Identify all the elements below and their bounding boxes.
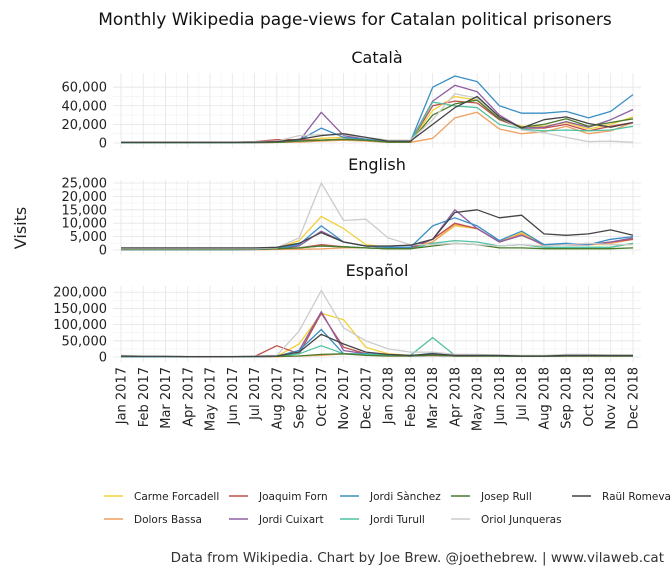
x-axis: Jan 2017 Feb 2017 Mar 2017 Apr 2017 May 2017… bbox=[115, 367, 642, 431]
x-tick-label: Apr 2017 bbox=[181, 367, 196, 427]
x-tick-label: May 2018 bbox=[471, 367, 486, 431]
panel-title: Español bbox=[346, 261, 409, 280]
legend-label: Jordi Sànchez bbox=[369, 491, 441, 503]
x-tick-label: Jul 2018 bbox=[515, 367, 530, 421]
y-axis-label: Visits bbox=[11, 207, 30, 249]
x-tick-label: Dec 2017 bbox=[359, 367, 374, 429]
x-tick-label: Nov 2018 bbox=[604, 367, 619, 430]
x-tick-label: Aug 2018 bbox=[537, 367, 552, 430]
legend-label: Raül Romeva bbox=[602, 491, 671, 503]
series-line-raul-romeva bbox=[121, 95, 634, 143]
x-tick-label: Dec 2018 bbox=[627, 367, 642, 429]
y-tick-label: 20,000 bbox=[62, 190, 108, 205]
x-tick-label: Nov 2017 bbox=[337, 367, 352, 430]
legend-item-raul-romeva: Raül Romeva bbox=[572, 491, 671, 503]
legend-item-jordi-cuixart: Jordi Cuixart bbox=[229, 514, 324, 526]
x-tick-label: Jan 2018 bbox=[382, 367, 397, 425]
y-tick-label: 0 bbox=[99, 244, 107, 259]
x-tick-label: Jan 2017 bbox=[115, 367, 130, 425]
x-tick-label: Feb 2017 bbox=[137, 367, 152, 427]
x-tick-label: Jun 2018 bbox=[493, 367, 508, 426]
x-tick-label: Oct 2017 bbox=[315, 367, 330, 427]
legend-label: Jordi Turull bbox=[369, 514, 425, 526]
legend: Carme Forcadell Dolors Bassa Joaquim Forn J… bbox=[104, 491, 671, 526]
series-line-raul-romeva bbox=[121, 209, 634, 249]
x-tick-label: Jun 2017 bbox=[226, 367, 241, 426]
y-tick-label: 25,000 bbox=[62, 177, 108, 192]
x-tick-label: May 2017 bbox=[204, 367, 219, 431]
chart-title: Monthly Wikipedia page-views for Catalan… bbox=[98, 10, 612, 30]
series-line-oriol-junqueras bbox=[121, 182, 633, 250]
x-tick-label: Aug 2017 bbox=[270, 367, 285, 430]
x-tick-label: Feb 2018 bbox=[404, 367, 419, 427]
legend-label: Carme Forcadell bbox=[134, 491, 219, 503]
y-tick-label: 15,000 bbox=[62, 203, 108, 218]
legend-item-jordi-sanchez: Jordi Sànchez bbox=[340, 491, 441, 503]
legend-label: Joaquim Forn bbox=[258, 491, 328, 503]
series-line-josep-rull bbox=[121, 242, 634, 251]
legend-item-jordi-turull: Jordi Turull bbox=[340, 514, 425, 526]
y-tick-label: 0 bbox=[99, 351, 107, 366]
y-tick-label: 200,000 bbox=[53, 286, 107, 301]
x-tick-label: Sep 2018 bbox=[560, 367, 575, 429]
x-tick-label: Sep 2017 bbox=[293, 367, 308, 429]
x-tick-label: Mar 2018 bbox=[426, 367, 441, 429]
y-tick-label: 10,000 bbox=[62, 217, 108, 232]
series-line-raul-romeva bbox=[120, 333, 633, 358]
panels-layer: Català020,00040,00060,000English05,00010… bbox=[53, 48, 641, 366]
legend-label: Dolors Bassa bbox=[134, 514, 202, 526]
legend-label: Jordi Cuixart bbox=[258, 514, 324, 526]
x-tick-label: Mar 2017 bbox=[159, 367, 174, 429]
legend-item-joaquim-forn: Joaquim Forn bbox=[229, 491, 328, 503]
y-tick-label: 60,000 bbox=[62, 81, 108, 96]
x-tick-label: Oct 2018 bbox=[582, 367, 597, 427]
legend-item-josep-rull: Josep Rull bbox=[451, 491, 532, 503]
x-tick-label: Jul 2017 bbox=[248, 367, 263, 421]
y-tick-label: 150,000 bbox=[53, 302, 107, 317]
legend-item-carme-forcadell: Carme Forcadell bbox=[104, 491, 219, 503]
panel-title: English bbox=[348, 155, 406, 174]
panel-title: Català bbox=[351, 48, 402, 67]
legend-label: Josep Rull bbox=[480, 491, 532, 503]
legend-item-dolors-bassa: Dolors Bassa bbox=[104, 514, 202, 526]
legend-label: Oriol Junqueras bbox=[481, 514, 562, 526]
y-tick-label: 100,000 bbox=[53, 318, 107, 333]
y-tick-label: 0 bbox=[99, 137, 107, 152]
y-tick-label: 20,000 bbox=[62, 118, 108, 133]
legend-item-oriol-junqueras: Oriol Junqueras bbox=[451, 514, 562, 526]
y-tick-label: 5,000 bbox=[70, 230, 107, 245]
y-tick-label: 50,000 bbox=[62, 334, 108, 349]
panel-catala: Català 0 20,000 40,000 60,000 bbox=[62, 48, 641, 152]
x-tick-label: Apr 2018 bbox=[448, 367, 463, 427]
y-tick-label: 40,000 bbox=[62, 99, 108, 114]
chart-caption: Data from Wikipedia. Chart by Joe Brew. … bbox=[171, 550, 664, 566]
